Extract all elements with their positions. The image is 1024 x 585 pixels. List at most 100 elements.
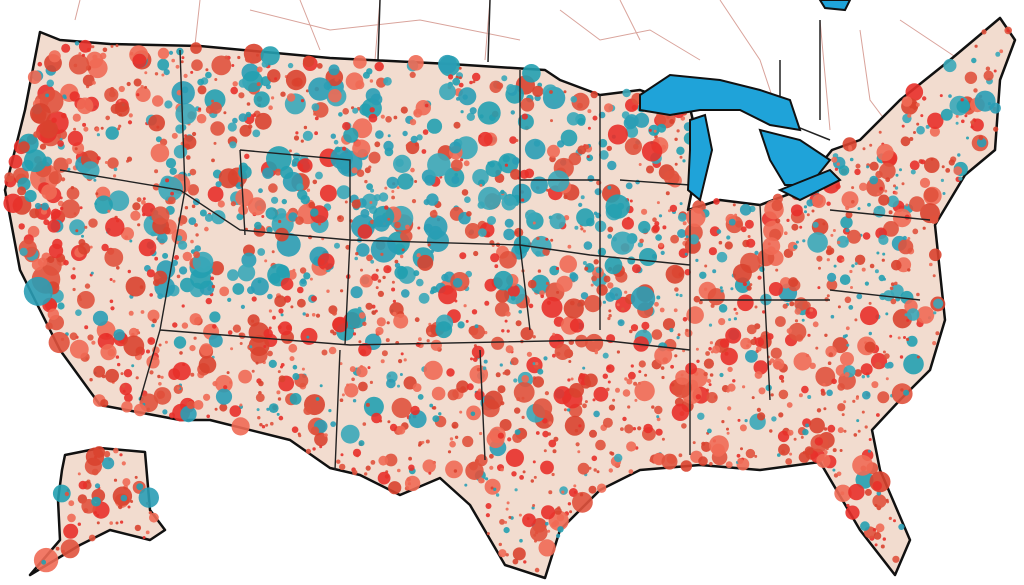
dot (237, 55, 241, 60)
dot (504, 163, 508, 167)
dot (199, 343, 213, 356)
dot (484, 300, 490, 306)
dot (380, 114, 385, 119)
dot (31, 258, 44, 271)
dot (96, 513, 100, 517)
dot (580, 292, 589, 300)
dot (676, 129, 680, 133)
dot (164, 100, 173, 109)
dot (622, 389, 631, 397)
dot (907, 113, 912, 118)
dot (112, 279, 116, 283)
dot (678, 453, 683, 458)
dot (162, 252, 169, 259)
dot (878, 130, 882, 134)
dot (353, 55, 367, 69)
dot (211, 158, 215, 163)
dot (820, 390, 826, 396)
dot (96, 521, 100, 525)
dot (512, 157, 520, 165)
dot (263, 345, 267, 348)
dot (708, 347, 712, 351)
dot (827, 361, 832, 366)
dot (806, 199, 814, 207)
dot (639, 238, 644, 244)
dot (196, 113, 207, 124)
dot (101, 243, 109, 252)
dot (118, 85, 125, 93)
dot (340, 453, 344, 457)
dot (333, 139, 339, 145)
dot (345, 72, 364, 90)
dot (847, 229, 861, 244)
dot (496, 82, 504, 90)
dot (506, 84, 516, 93)
dot (78, 242, 91, 255)
dot (879, 162, 896, 180)
dot (34, 202, 42, 210)
dot (625, 182, 633, 190)
dot (824, 333, 828, 337)
dot (459, 252, 467, 260)
dot (578, 424, 582, 428)
dot (236, 213, 244, 221)
dot (298, 158, 313, 173)
dot (319, 184, 337, 202)
dot (535, 362, 539, 366)
dot (149, 370, 154, 375)
dot (607, 316, 611, 321)
dot (786, 218, 790, 222)
dot (922, 226, 926, 230)
dot (682, 221, 687, 226)
dot (24, 189, 37, 203)
dot (375, 286, 379, 290)
dot (330, 329, 335, 334)
dot (530, 523, 548, 542)
dot (674, 354, 678, 358)
dot (96, 156, 101, 161)
dot (447, 389, 459, 401)
dot (136, 483, 144, 491)
dot (358, 340, 362, 344)
dot (344, 200, 348, 204)
dot (268, 105, 273, 110)
dot (557, 140, 565, 148)
dot (656, 415, 660, 419)
dot (89, 378, 93, 382)
dot (563, 408, 567, 412)
dot (189, 345, 196, 352)
dot (591, 275, 597, 282)
dot (250, 277, 269, 296)
dot (665, 264, 685, 284)
dot (970, 125, 974, 129)
dot (825, 447, 829, 451)
dot (612, 398, 616, 402)
dot (579, 493, 584, 497)
dot (895, 173, 899, 177)
dot (540, 294, 544, 299)
dot (66, 187, 80, 200)
dot (272, 315, 276, 320)
dot (586, 155, 590, 159)
dot (626, 378, 633, 385)
dot (489, 453, 494, 459)
dot (352, 399, 357, 403)
dot (489, 426, 506, 443)
dot (651, 329, 663, 340)
dot (311, 295, 317, 302)
dot (916, 355, 920, 359)
dot (716, 251, 728, 263)
dot (257, 248, 266, 256)
dot (351, 167, 358, 174)
dot (351, 199, 361, 209)
dot (113, 478, 118, 482)
dot (596, 284, 608, 296)
dot (544, 391, 550, 396)
dot (569, 383, 584, 398)
dot (786, 328, 792, 334)
dot (681, 423, 687, 429)
dot (860, 363, 873, 376)
dot (314, 131, 318, 136)
dot (289, 393, 302, 405)
